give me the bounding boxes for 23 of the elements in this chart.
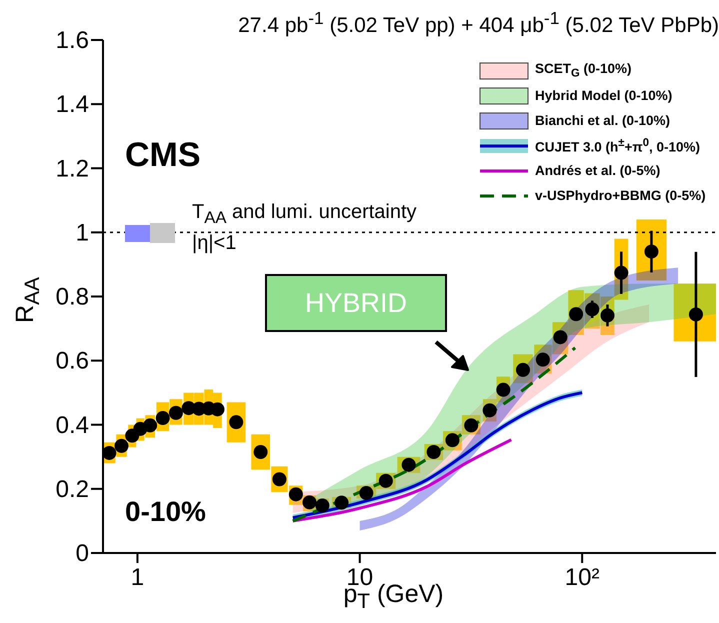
annotation: CMS bbox=[125, 136, 201, 175]
y-tick-label: 0.6 bbox=[56, 348, 89, 375]
annotation: 0-10% bbox=[125, 496, 206, 528]
legend-label: Hybrid Model (0-10%) bbox=[535, 88, 672, 103]
y-tick-label: 1.4 bbox=[56, 91, 89, 118]
y-tick-label: 1.6 bbox=[56, 27, 89, 54]
x-tick-label: 10² bbox=[564, 564, 600, 591]
ref-line-label: T$_{AA}$ and lumi. uncertainty bbox=[192, 201, 417, 228]
annotation: HYBRID bbox=[265, 274, 447, 332]
y-tick-label: 1 bbox=[76, 219, 89, 246]
y-tick-label: 0.2 bbox=[56, 476, 89, 503]
y-tick-label: 0 bbox=[76, 540, 89, 567]
y-tick-label: 0.4 bbox=[56, 412, 89, 439]
legend-label: SCET$_{G}$ (0-10%) bbox=[535, 61, 632, 80]
y-tick-label: 0.8 bbox=[56, 284, 89, 310]
legend-label: v-USPhydro+BBMG (0-5%) bbox=[535, 188, 706, 203]
chart-title: 27.4 pb$^{-1}$ (5.02 TeV pp) + 404 μb$^{-1}$ (5.02 TeV PbPb) bbox=[238, 8, 719, 38]
legend-label: Bianchi et al. (0-10%) bbox=[535, 113, 670, 128]
annotation: |η|<1 bbox=[192, 232, 236, 255]
y-tick-label: 1.2 bbox=[56, 155, 89, 182]
legend-label: Andrés et al. (0-5%) bbox=[535, 163, 660, 178]
legend-label: CUJET 3.0 (h$^{±}$+π$^{0}$, 0-10%) bbox=[535, 136, 700, 154]
x-tick-label: 1 bbox=[130, 564, 144, 591]
